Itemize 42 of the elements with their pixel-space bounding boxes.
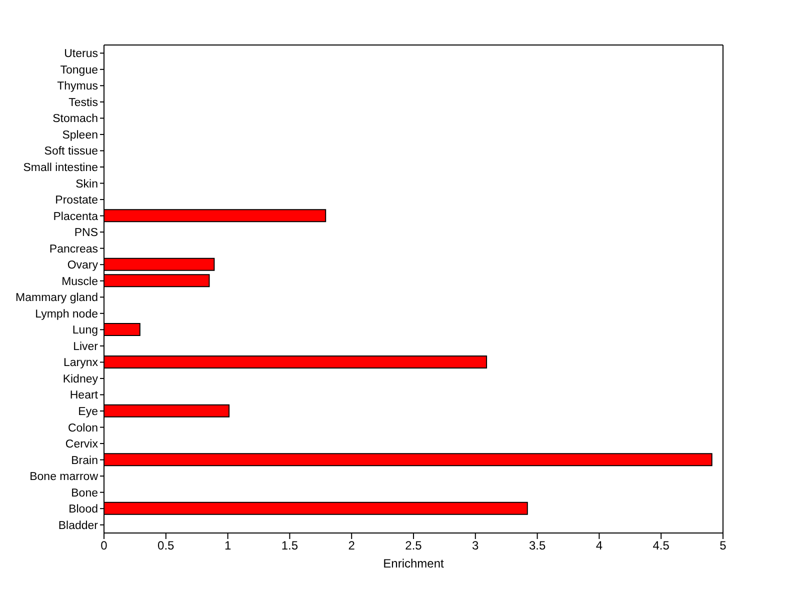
y-tick-label: Heart: [70, 390, 99, 402]
x-tick-label: 3.5: [528, 538, 546, 553]
y-tick-label: Prostate: [55, 194, 98, 207]
y-tick-label: Soft tissue: [44, 146, 98, 158]
y-tick-label: Bladder: [58, 520, 98, 532]
y-tick-label: Blood: [68, 504, 98, 516]
y-tick-label: Cervix: [65, 438, 98, 451]
x-tick-label: 1.5: [281, 538, 298, 553]
x-tick-label: 1: [224, 538, 232, 553]
y-tick-label: Bone: [71, 487, 98, 500]
y-tick-label: Eye: [78, 406, 98, 418]
y-tick-label: Thymus: [57, 80, 98, 93]
x-tick-label: 3: [472, 538, 480, 553]
y-tick-label: Kidney: [62, 373, 98, 386]
x-tick-label: 2: [348, 538, 356, 553]
y-tick-label: Muscle: [62, 276, 98, 288]
y-tick-label: Pancreas: [49, 243, 98, 256]
y-tick-label: Lymph node: [35, 308, 98, 320]
y-tick-label: Ovary: [67, 260, 98, 272]
y-tick-label: Uterus: [64, 48, 98, 60]
y-tick-label: Lung: [72, 324, 98, 337]
y-tick-label: Tongue: [60, 64, 98, 76]
y-tick-label: Skin: [76, 178, 98, 190]
y-tick-label: Testis: [68, 96, 98, 109]
y-tick-label: Stomach: [52, 113, 98, 126]
y-tick-label: PNS: [74, 227, 98, 240]
y-tick-label: Liver: [73, 340, 98, 353]
y-tick-label: Placenta: [53, 210, 99, 223]
y-tick-label: Bone marrow: [30, 471, 99, 484]
y-tick-label: Mammary gland: [16, 292, 98, 304]
x-axis-title: Enrichment: [383, 556, 445, 571]
y-tick-label: Brain: [71, 454, 98, 467]
x-tick-label: 4: [596, 538, 603, 553]
y-tick-label: Small intestine: [23, 162, 98, 174]
x-tick-label: 0.5: [158, 538, 175, 553]
y-tick-label: Spleen: [62, 129, 98, 142]
x-tick-label: 2.5: [405, 538, 422, 553]
x-tick-label: 5: [720, 538, 727, 553]
y-tick-label: Larynx: [63, 357, 98, 370]
x-tick-label: 0: [100, 538, 108, 553]
y-tick-label: Colon: [68, 422, 98, 434]
x-tick-label: 4.5: [652, 538, 670, 553]
